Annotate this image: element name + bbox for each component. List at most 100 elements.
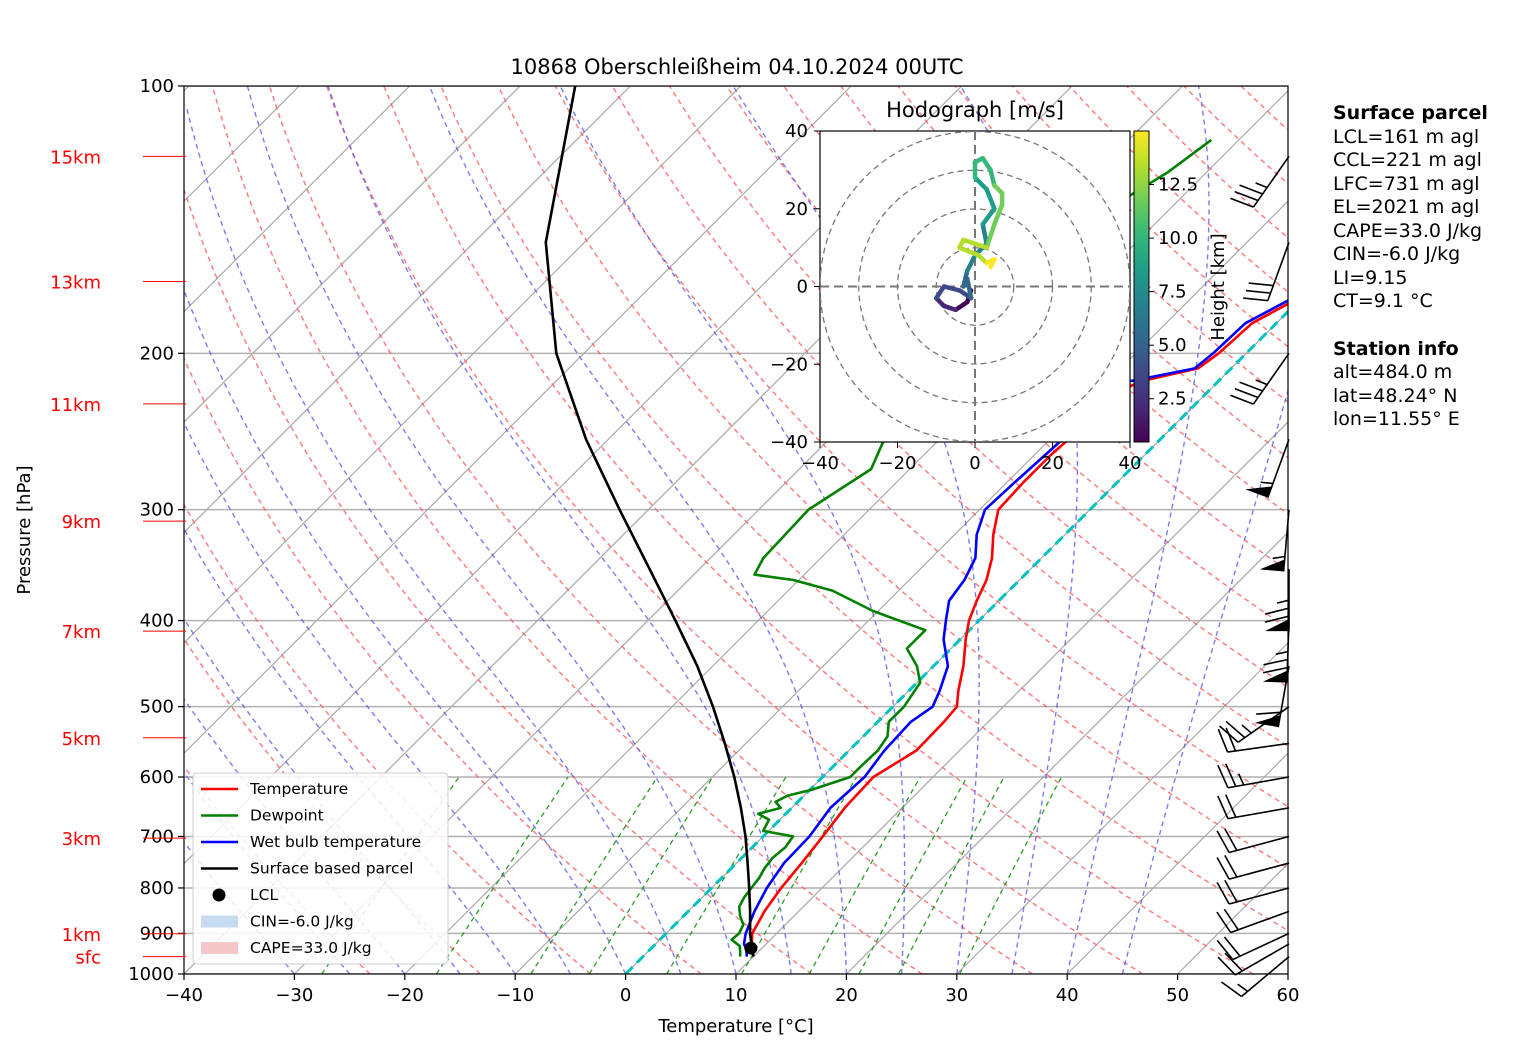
mixing-ratio-line [808, 776, 921, 974]
legend-box [192, 772, 449, 965]
barb-half [1241, 724, 1252, 734]
barb-full [1219, 725, 1239, 743]
barb-staff [1282, 509, 1290, 572]
hodograph-segment [980, 222, 989, 246]
x-axis-label: Temperature [°C] [657, 1016, 813, 1037]
freezing-level-line [624, 309, 1288, 974]
parcel-info-panel: Surface parcel LCL=161 m agl CCL=221 m a… [1333, 102, 1488, 432]
barb-full [1243, 297, 1268, 302]
x-tick-label: 60 [1277, 985, 1300, 1006]
dry-adiabat [184, 357, 702, 974]
barb-staff [1267, 242, 1290, 301]
colorbar-label: Height [km] [1208, 233, 1229, 340]
hodograph-segment [980, 206, 997, 227]
ct-value: CT=9.1 °C [1333, 290, 1433, 312]
wind-barb [1264, 569, 1290, 632]
barb-half [1276, 599, 1290, 604]
isotherm-line [184, 86, 742, 644]
dry-adiabat [840, 86, 1288, 515]
barb-full [1217, 728, 1229, 753]
barb-full [1221, 981, 1242, 998]
barb-pennant [1259, 559, 1285, 572]
moist-adiabat [184, 288, 627, 974]
barb-staff [1227, 776, 1290, 789]
height-label: 9km [62, 512, 101, 533]
colorbar-tick-label: 7.5 [1158, 282, 1187, 303]
hodograph-segment [984, 187, 997, 211]
barb-staff [1227, 742, 1290, 753]
barb-staff [1232, 932, 1290, 961]
legend-label: Temperature [249, 780, 348, 798]
wind-barb [1230, 352, 1290, 405]
isotherm-line [184, 86, 852, 755]
hodograph-segment [961, 268, 970, 289]
barb-full [1223, 936, 1241, 957]
barb-staff [1230, 910, 1290, 934]
height-label: 5km [62, 729, 101, 750]
barb-full [1225, 720, 1246, 739]
hodograph-segment [988, 257, 997, 270]
barb-full [1216, 939, 1234, 961]
mixing-ratio-line [897, 776, 1005, 974]
dry-adiabat [325, 86, 1144, 974]
lcl-marker [744, 941, 758, 955]
x-tick-label: −10 [496, 985, 534, 1006]
barb-full [1264, 615, 1290, 623]
x-tick-label: 20 [835, 985, 858, 1006]
hodograph-y-tick-label: −40 [770, 432, 808, 453]
legend-swatch [201, 915, 238, 928]
latitude-value: lat=48.24° N [1333, 384, 1458, 407]
moist-adiabat [184, 527, 516, 974]
barb-half [1272, 555, 1286, 560]
barb-staff [1228, 835, 1290, 854]
colorbar-tick-label: 10.0 [1158, 228, 1198, 249]
isotherm-line [956, 641, 1288, 974]
y-tick-label: 300 [140, 500, 174, 521]
hodograph-segment [984, 222, 997, 250]
barb-full [1234, 387, 1259, 399]
height-label: 15km [50, 147, 101, 168]
cin-value: CIN=-6.0 J/kg [1333, 243, 1461, 265]
wind-barb [1217, 943, 1290, 976]
hodograph-segment [992, 202, 1005, 227]
barb-full [1217, 795, 1229, 819]
wind-barb [1216, 855, 1290, 880]
x-tick-label: 50 [1166, 985, 1189, 1006]
dry-adiabat [211, 86, 923, 974]
mixing-ratio-line [588, 776, 714, 974]
wind-barb [1259, 509, 1290, 572]
mixing-ratio-line [530, 776, 659, 974]
y-tick-label: 800 [140, 878, 174, 899]
li-value: LI=9.15 [1333, 266, 1408, 289]
barb-pennant [1254, 715, 1281, 728]
hodograph-y-tick-label: 20 [785, 199, 808, 220]
hodograph-segment [965, 253, 978, 274]
x-tick-label: −40 [165, 985, 203, 1006]
y-axis-label: Pressure [hPa] [14, 465, 35, 594]
isotherm-line [184, 86, 411, 313]
barb-full [1225, 794, 1237, 818]
hodograph-segment [961, 237, 989, 250]
el-value: EL=2021 m agl [1333, 196, 1480, 218]
hodograph-segment [941, 284, 962, 293]
hodograph-y-tick-label: 0 [797, 277, 808, 298]
barb-full [1256, 711, 1281, 715]
hodograph-segment [988, 167, 997, 188]
height-label: 7km [62, 622, 101, 643]
isotherm-line [184, 86, 521, 423]
hodograph-segment [980, 155, 993, 173]
barb-staff [1228, 887, 1290, 905]
moist-adiabat [732, 86, 980, 974]
moist-adiabat [327, 86, 792, 974]
wind-barb [1216, 932, 1290, 961]
mixing-ratio-line [959, 776, 1063, 974]
legend-label: CIN=-6.0 J/kg [250, 913, 354, 931]
wind-barb [1217, 794, 1290, 820]
wind-barb [1230, 155, 1290, 208]
barb-staff [1240, 956, 1290, 998]
barb-full [1262, 666, 1288, 674]
legend-swatch [212, 888, 226, 902]
wind-barb [1216, 828, 1290, 854]
surface-parcel-header: Surface parcel [1333, 102, 1488, 124]
